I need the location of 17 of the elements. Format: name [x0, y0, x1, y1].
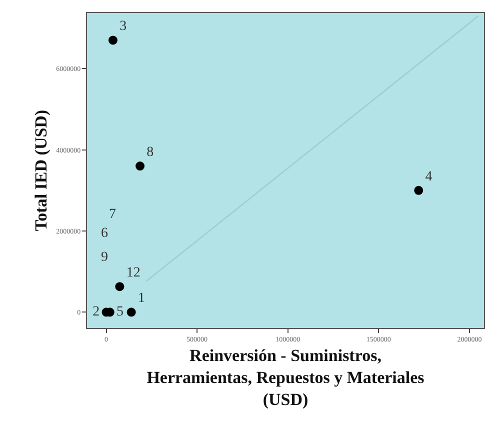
series-label: 1 [138, 291, 145, 306]
point [136, 162, 145, 171]
annotation: 6 [101, 226, 108, 241]
point [414, 186, 424, 195]
annotation: 7 [109, 207, 116, 222]
series-label: 8 [146, 144, 154, 160]
series-label: 4 [425, 169, 432, 184]
x-axis-title: Reinversión - Suministros, Herramientas, Repuestos y Materiales (USD) [146, 346, 425, 409]
point [126, 308, 136, 317]
series-label: 2 [92, 304, 100, 320]
series-label: 3 [120, 19, 127, 34]
point [115, 282, 124, 292]
series-label: 12 [126, 265, 140, 280]
point [108, 36, 118, 45]
annotation: 9 [101, 250, 108, 265]
y-axis-title: Total IED (USD) [32, 110, 51, 232]
series-label: 5 [116, 304, 124, 320]
